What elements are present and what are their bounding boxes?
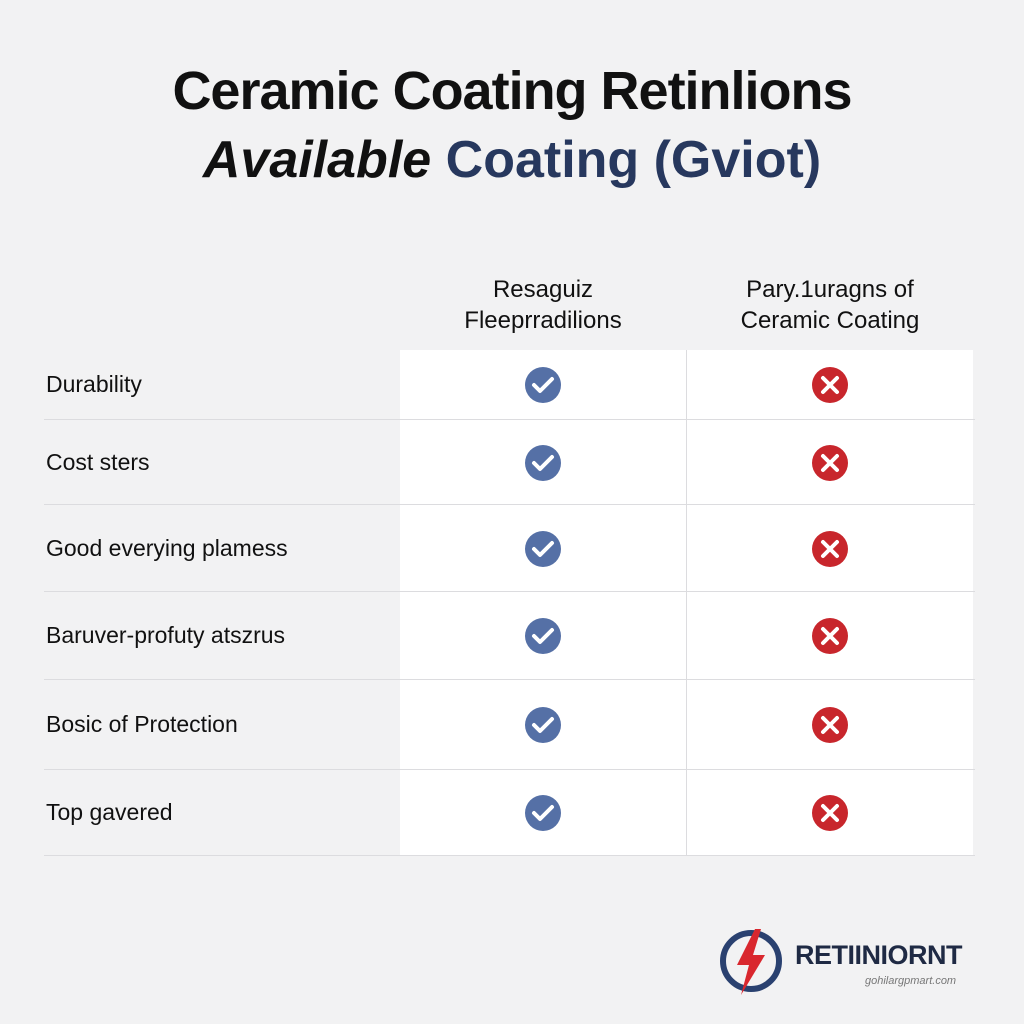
check-icon (525, 367, 561, 403)
column-header-line: Pary.1uragns of (746, 276, 914, 303)
subtitle-part: Available (202, 131, 432, 189)
check-icon (525, 795, 561, 831)
logo-name: RETIINIORNT (795, 940, 963, 970)
cross-icon (812, 367, 848, 403)
row-label: Top gavered (46, 799, 173, 825)
row-divider (44, 504, 975, 505)
column-header: Resaguiz Fleeprradilions (400, 274, 686, 336)
row-divider (44, 855, 975, 856)
cross-icon (812, 795, 848, 831)
logo-url: gohilargpmart.com (865, 975, 957, 987)
row-label: Cost sters (46, 448, 150, 475)
column-header-line: Fleeprradilions (464, 307, 622, 334)
row-label: Bosic of Protection (46, 711, 238, 737)
subtitle-part: Coating (Gviot) (445, 131, 822, 189)
column-divider (686, 350, 687, 856)
row-divider (44, 591, 975, 592)
row-divider (44, 419, 975, 420)
check-icon (525, 530, 561, 567)
row-label: Good everying plamess (46, 534, 288, 561)
row-divider (44, 769, 975, 770)
title: Ceramic Coating Retinlions (172, 61, 852, 121)
check-icon (525, 707, 561, 743)
cross-icon (812, 530, 848, 567)
subtitle: Available Coating (Gviot) (0, 130, 1024, 190)
logo-icon (720, 929, 782, 995)
check-icon (525, 444, 561, 481)
column-header: Pary.1uragns of Ceramic Coating (687, 274, 973, 336)
column-header-line: Resaguiz (492, 276, 594, 303)
cross-icon (812, 444, 848, 481)
cross-icon (812, 618, 848, 654)
row-divider (44, 679, 975, 680)
cross-icon (812, 707, 848, 743)
row-label: Baruver-profuty atszrus (46, 622, 286, 648)
check-icon (525, 618, 561, 654)
column-header-line: Ceramic Coating (740, 307, 920, 334)
row-label: Durability (46, 371, 142, 397)
